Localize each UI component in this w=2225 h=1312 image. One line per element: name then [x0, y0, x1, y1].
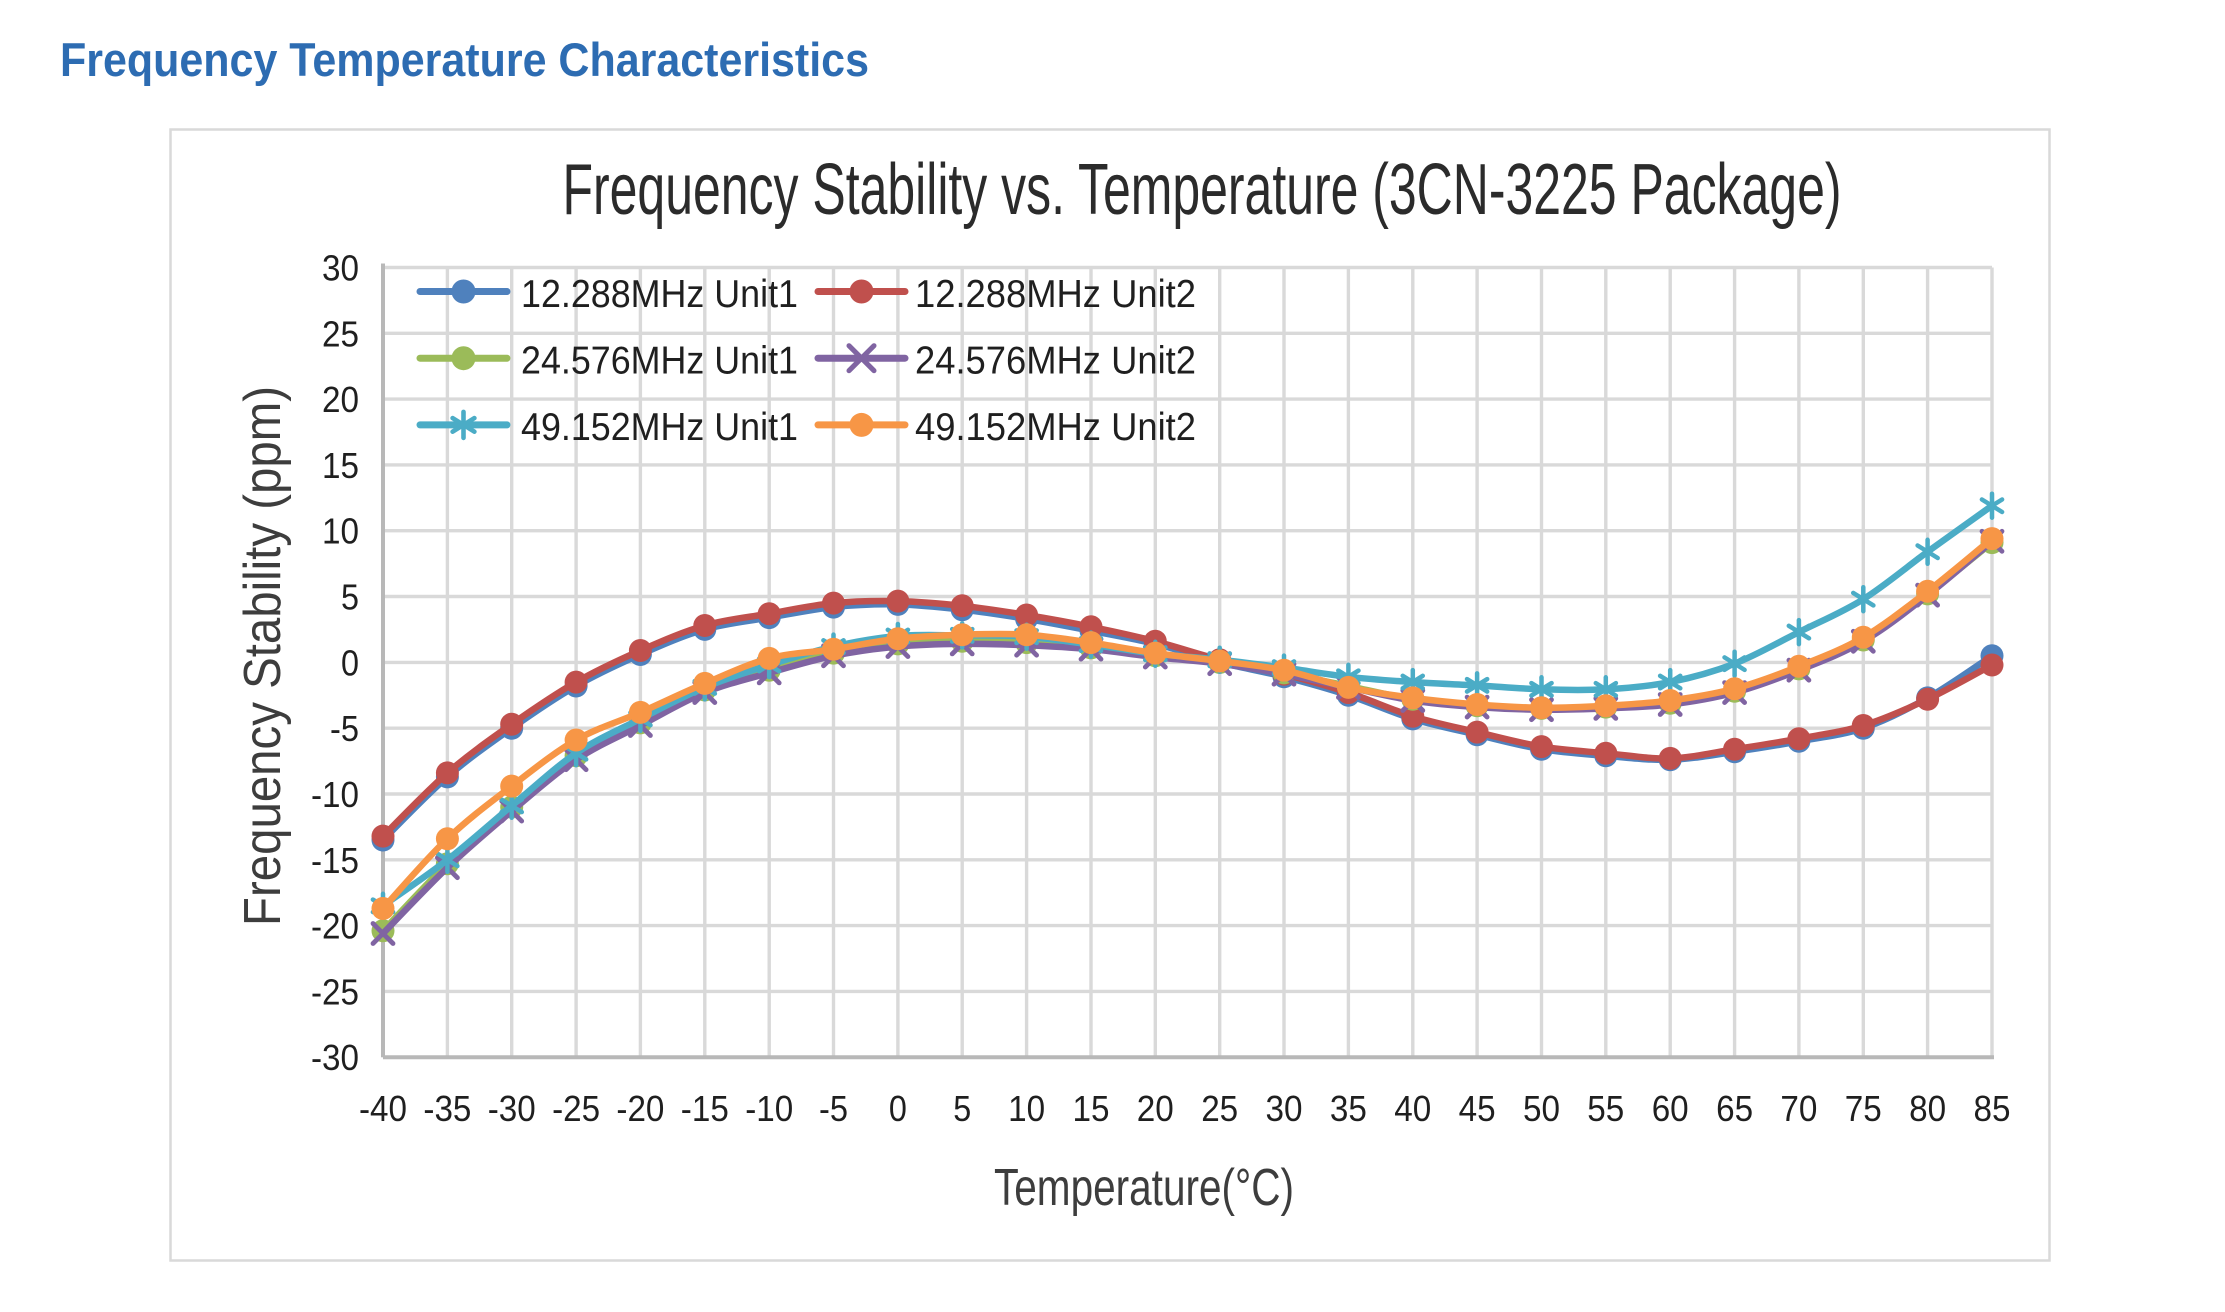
svg-text:-30: -30 — [488, 1088, 536, 1129]
svg-text:75: 75 — [1845, 1088, 1882, 1129]
svg-text:-5: -5 — [819, 1088, 848, 1129]
svg-text:25: 25 — [1201, 1088, 1238, 1129]
svg-text:5: 5 — [341, 577, 359, 618]
svg-text:10: 10 — [1008, 1088, 1045, 1129]
svg-text:-15: -15 — [311, 840, 359, 881]
svg-text:-35: -35 — [423, 1088, 471, 1129]
svg-text:20: 20 — [322, 379, 359, 420]
svg-text:0: 0 — [889, 1088, 907, 1129]
svg-text:-30: -30 — [311, 1037, 359, 1078]
svg-text:65: 65 — [1716, 1088, 1753, 1129]
svg-text:0: 0 — [341, 642, 359, 683]
svg-text:-20: -20 — [311, 906, 359, 947]
svg-text:49.152MHz Unit1: 49.152MHz Unit1 — [521, 406, 798, 449]
svg-text:5: 5 — [953, 1088, 971, 1129]
svg-text:Frequency Temperature Characte: Frequency Temperature Characteristics — [60, 33, 869, 86]
svg-text:49.152MHz Unit2: 49.152MHz Unit2 — [915, 406, 1196, 449]
svg-text:55: 55 — [1587, 1088, 1624, 1129]
svg-text:45: 45 — [1459, 1088, 1496, 1129]
svg-text:15: 15 — [322, 445, 359, 486]
svg-text:15: 15 — [1073, 1088, 1110, 1129]
svg-text:24.576MHz Unit1: 24.576MHz Unit1 — [521, 340, 798, 383]
svg-text:50: 50 — [1523, 1088, 1560, 1129]
svg-text:-15: -15 — [681, 1088, 729, 1129]
svg-text:40: 40 — [1394, 1088, 1431, 1129]
svg-text:Frequency Stability (ppm): Frequency Stability (ppm) — [234, 386, 292, 926]
svg-text:Frequency Stability vs. Temper: Frequency Stability vs. Temperature (3CN… — [563, 150, 1842, 230]
svg-text:12.288MHz Unit2: 12.288MHz Unit2 — [915, 273, 1196, 316]
svg-text:70: 70 — [1780, 1088, 1817, 1129]
svg-text:30: 30 — [1266, 1088, 1303, 1129]
svg-text:-10: -10 — [745, 1088, 793, 1129]
svg-text:80: 80 — [1909, 1088, 1946, 1129]
svg-text:60: 60 — [1652, 1088, 1689, 1129]
svg-text:-10: -10 — [311, 774, 359, 815]
svg-text:-25: -25 — [311, 971, 359, 1012]
svg-text:20: 20 — [1137, 1088, 1174, 1129]
svg-text:12.288MHz Unit1: 12.288MHz Unit1 — [521, 273, 798, 316]
svg-text:35: 35 — [1330, 1088, 1367, 1129]
svg-text:24.576MHz Unit2: 24.576MHz Unit2 — [915, 340, 1196, 383]
svg-text:-20: -20 — [616, 1088, 664, 1129]
svg-text:-25: -25 — [552, 1088, 600, 1129]
svg-text:85: 85 — [1974, 1088, 2011, 1129]
svg-text:30: 30 — [322, 248, 359, 289]
svg-text:-40: -40 — [359, 1088, 407, 1129]
svg-text:10: 10 — [322, 511, 359, 552]
svg-text:Temperature(°C): Temperature(°C) — [994, 1159, 1294, 1217]
svg-text:25: 25 — [322, 313, 359, 354]
svg-text:-5: -5 — [330, 708, 359, 749]
